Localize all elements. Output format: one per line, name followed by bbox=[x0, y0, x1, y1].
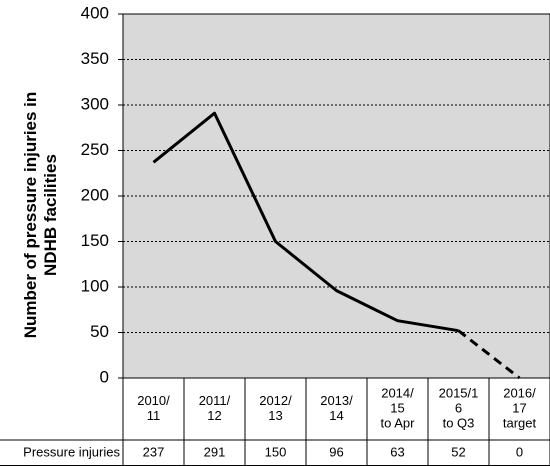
y-tick-label: 100 bbox=[81, 276, 109, 295]
x-tick-label: target bbox=[503, 415, 537, 430]
x-tick-label: 13 bbox=[268, 408, 282, 423]
x-tick-label: 11 bbox=[147, 408, 161, 423]
x-tick-label: 2016/ bbox=[503, 385, 536, 400]
x-tick-label: to Apr bbox=[381, 415, 416, 430]
table-value: 150 bbox=[265, 444, 287, 459]
x-tick-label: 17 bbox=[512, 400, 526, 415]
y-axis-label: Number of pressure injuries inNDHB facil… bbox=[21, 92, 60, 339]
y-tick-label: 200 bbox=[81, 185, 109, 204]
y-tick-label: 350 bbox=[81, 49, 109, 68]
table-value: 291 bbox=[204, 444, 226, 459]
table-value: 96 bbox=[329, 444, 343, 459]
table-value: 52 bbox=[451, 444, 465, 459]
x-tick-label: 2015/1 bbox=[439, 385, 479, 400]
x-tick-label: 6 bbox=[455, 400, 462, 415]
table-row-label: Pressure injuries bbox=[23, 444, 120, 459]
table-value: 237 bbox=[143, 444, 165, 459]
x-tick-label: 15 bbox=[390, 400, 404, 415]
x-tick-label: 12 bbox=[207, 408, 221, 423]
y-axis-label-line: NDHB facilities bbox=[41, 154, 60, 276]
x-tick-label: 2010/ bbox=[137, 393, 170, 408]
y-tick-label: 400 bbox=[81, 3, 109, 22]
y-tick-label: 150 bbox=[81, 231, 109, 250]
y-tick-label: 250 bbox=[81, 140, 109, 159]
table-value: 63 bbox=[390, 444, 404, 459]
x-tick-label: 2014/ bbox=[381, 385, 414, 400]
y-tick-label: 50 bbox=[90, 322, 109, 341]
table-value: 0 bbox=[516, 444, 523, 459]
data-line bbox=[152, 111, 459, 333]
x-tick-label: 2012/ bbox=[259, 393, 292, 408]
y-tick-label: 0 bbox=[100, 367, 109, 386]
x-tick-label: 2011/ bbox=[199, 393, 231, 408]
x-tick-label: to Q3 bbox=[443, 415, 475, 430]
projected-line bbox=[457, 329, 521, 380]
x-tick-label: 2013/ bbox=[320, 393, 353, 408]
y-axis-label-line: Number of pressure injuries in bbox=[21, 92, 40, 339]
x-tick-label: 14 bbox=[329, 408, 343, 423]
y-tick-label: 300 bbox=[81, 94, 109, 113]
